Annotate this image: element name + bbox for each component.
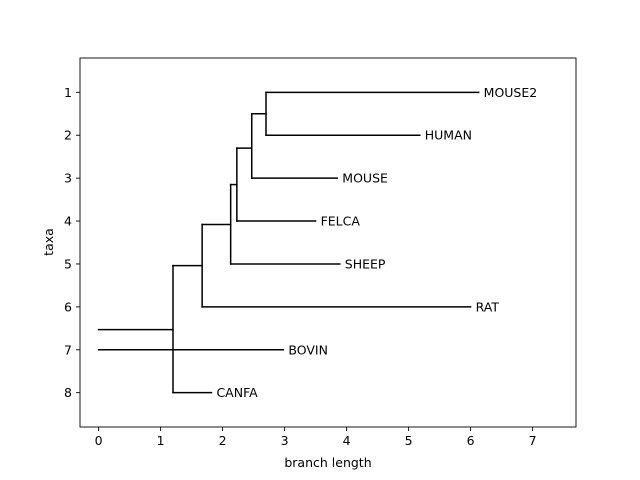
y-tick-label-8: 8 xyxy=(64,385,72,400)
x-tick-label-7: 7 xyxy=(529,433,537,448)
y-tick-label-5: 5 xyxy=(64,256,72,271)
x-tick-label-3: 3 xyxy=(281,433,289,448)
taxon-label-sheep: SHEEP xyxy=(345,256,386,271)
y-tick-label-7: 7 xyxy=(64,342,72,357)
y-tick-label-1: 1 xyxy=(64,85,72,100)
x-tick-label-6: 6 xyxy=(467,433,475,448)
taxon-label-felca: FELCA xyxy=(321,214,361,229)
taxon-label-mouse: MOUSE xyxy=(342,171,388,186)
taxon-label-human: HUMAN xyxy=(425,128,472,143)
plot-frame xyxy=(79,57,577,428)
taxon-labels: MOUSE2 HUMAN MOUSE FELCA SHEEP RAT BOVIN CANFA xyxy=(216,85,537,400)
y-tick-label-4: 4 xyxy=(64,214,72,229)
x-tick-label-1: 1 xyxy=(157,433,165,448)
y-tick-label-2: 2 xyxy=(64,128,72,143)
x-tick-label-2: 2 xyxy=(219,433,227,448)
tree-branches xyxy=(97,91,480,394)
y-axis-label: taxa xyxy=(41,228,56,256)
x-tick-label-4: 4 xyxy=(343,433,351,448)
taxon-label-mouse2: MOUSE2 xyxy=(484,85,538,100)
y-tick-label-3: 3 xyxy=(64,171,72,186)
taxon-label-bovin: BOVIN xyxy=(288,342,328,357)
y-axis-ticks: 1 2 3 4 5 6 7 8 xyxy=(64,85,80,400)
y-tick-label-6: 6 xyxy=(64,299,72,314)
x-axis-label: branch length xyxy=(284,455,371,470)
taxon-label-canfa: CANFA xyxy=(216,385,258,400)
taxon-label-rat: RAT xyxy=(476,299,500,314)
x-tick-label-0: 0 xyxy=(95,433,103,448)
x-tick-label-5: 5 xyxy=(405,433,413,448)
x-axis-ticks: 0 1 2 3 4 5 6 7 xyxy=(95,427,537,448)
